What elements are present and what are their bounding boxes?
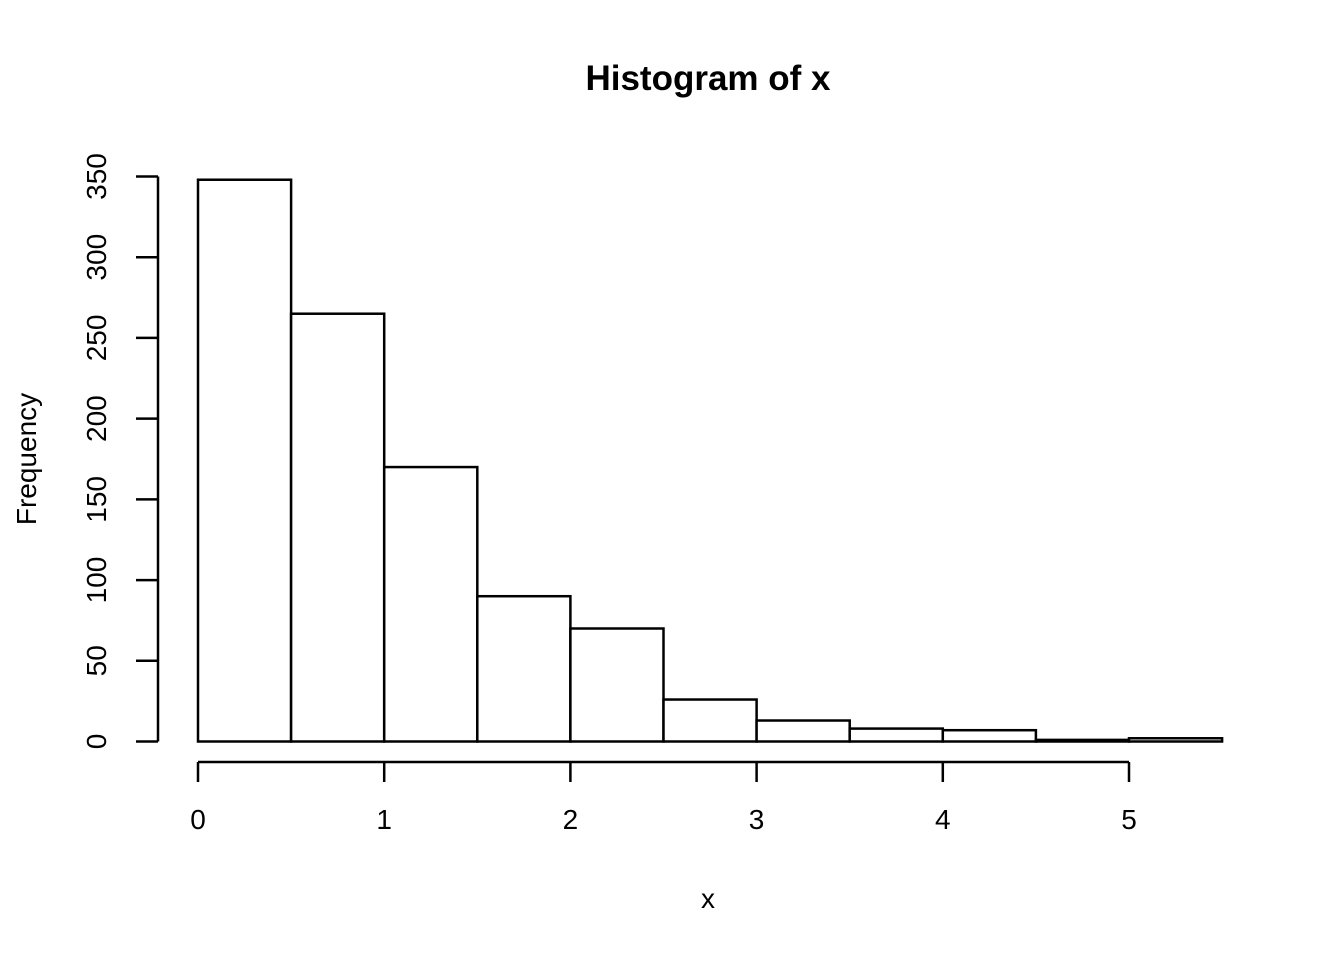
y-axis-tick-label: 200 (81, 395, 112, 442)
x-axis-tick-label: 5 (1121, 804, 1137, 835)
x-axis-tick-label: 3 (749, 804, 765, 835)
histogram-bar (476, 594, 572, 743)
x-axis: 0 1 2 3 4 5 (190, 760, 1137, 835)
y-axis: 0 50 100 150 200 250 300 350 (81, 153, 160, 750)
histogram-bar (289, 312, 386, 743)
x-axis-tick-label: 2 (563, 804, 579, 835)
y-axis-tick-label: 300 (81, 234, 112, 281)
histogram-bar (1034, 738, 1131, 743)
histogram-bars (196, 178, 1224, 743)
x-axis-tick-label: 0 (190, 804, 206, 835)
histogram-bar (1127, 737, 1224, 743)
y-axis-tick-label: 350 (81, 153, 112, 200)
y-axis-tick-label: 50 (81, 645, 112, 676)
histogram-bar (196, 178, 293, 743)
histogram-bar (848, 727, 945, 743)
x-axis-tick-label: 4 (935, 804, 951, 835)
y-axis-tick-label: 0 (81, 734, 112, 750)
y-axis-tick-label: 250 (81, 315, 112, 362)
y-axis-tick-label: 150 (81, 476, 112, 523)
histogram-bar (941, 728, 1038, 743)
histogram-bar (662, 698, 758, 743)
histogram-bar (569, 627, 665, 743)
chart-title: Histogram of x (585, 59, 831, 98)
x-axis-tick-label: 1 (376, 804, 392, 835)
histogram-bar (382, 465, 479, 743)
y-axis-label: Frequency (11, 393, 42, 525)
y-axis-tick-label: 100 (81, 557, 112, 604)
histogram-bar (755, 719, 851, 743)
x-axis-label: x (701, 883, 715, 914)
